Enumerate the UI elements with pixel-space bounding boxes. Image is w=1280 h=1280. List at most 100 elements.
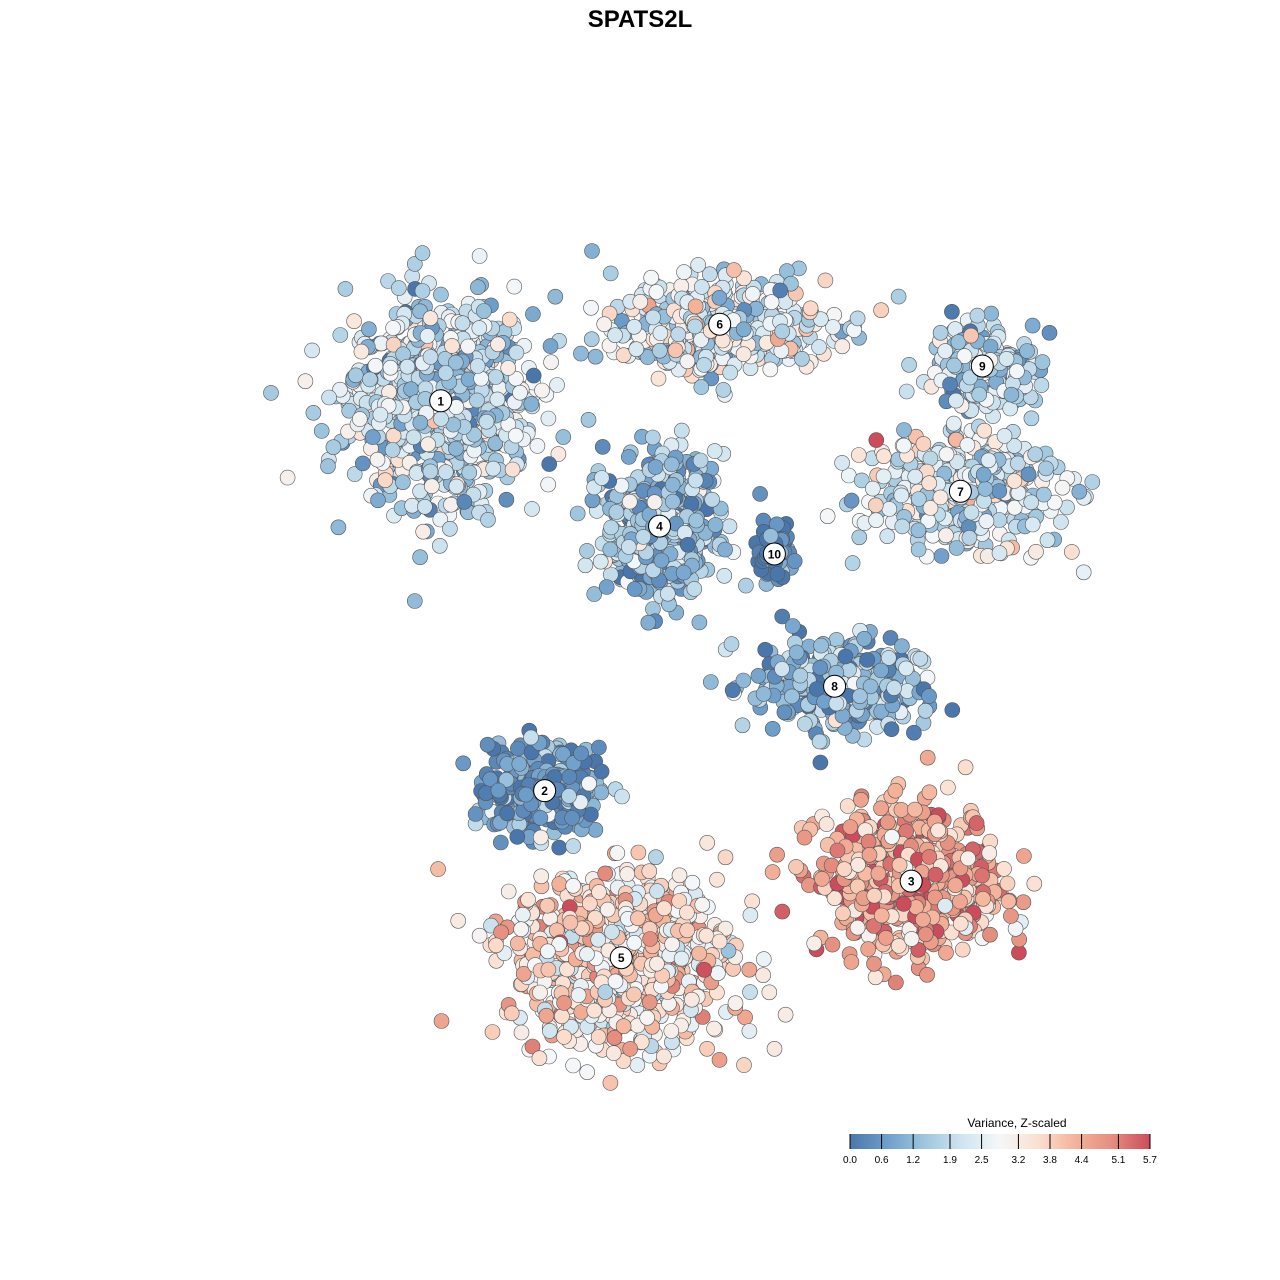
data-point (540, 961, 557, 978)
data-point (541, 456, 558, 472)
data-point (597, 865, 614, 882)
data-point (620, 449, 637, 465)
data-point (859, 652, 876, 668)
data-point (395, 474, 411, 491)
data-point (690, 257, 707, 273)
data-point (622, 1041, 639, 1057)
data-point (715, 382, 732, 398)
points-layer (263, 243, 1101, 1091)
data-point (1064, 544, 1080, 560)
data-point (609, 845, 626, 861)
data-point (741, 1023, 758, 1039)
data-point (525, 306, 541, 322)
data-point (577, 557, 594, 574)
data-point (437, 365, 454, 381)
data-point (706, 443, 723, 459)
data-point (796, 716, 813, 732)
data-point (932, 324, 949, 341)
data-point (325, 439, 342, 456)
data-point (656, 900, 672, 917)
data-point (603, 519, 619, 536)
data-point (890, 288, 907, 305)
data-point (412, 549, 428, 566)
data-point (1027, 446, 1043, 463)
data-point (852, 688, 868, 705)
data-point (896, 422, 912, 438)
data-point (539, 897, 556, 914)
cluster-label-text: 6 (716, 318, 723, 332)
data-point (776, 704, 793, 721)
data-point (738, 577, 754, 594)
data-point (1006, 473, 1023, 489)
data-point (818, 816, 835, 832)
data-point (919, 966, 935, 983)
data-point (347, 367, 364, 384)
data-point (584, 492, 601, 509)
data-point (540, 410, 557, 427)
data-point (602, 265, 619, 282)
data-point (573, 745, 589, 762)
data-point (433, 1013, 450, 1029)
data-point (423, 478, 440, 495)
cluster-label-text: 2 (541, 784, 548, 798)
data-point (766, 1041, 783, 1057)
data-point (562, 914, 579, 931)
data-point (983, 305, 1000, 322)
data-point (824, 936, 841, 953)
data-point (422, 310, 439, 327)
data-point (480, 511, 496, 528)
colorbar-tick-label: 3.2 (1011, 1155, 1025, 1166)
data-point (915, 436, 932, 452)
data-point (744, 286, 761, 302)
data-point (912, 650, 929, 667)
data-point (982, 926, 998, 943)
data-point (592, 553, 609, 570)
data-point (461, 464, 478, 481)
data-point (784, 618, 801, 634)
data-point (663, 1023, 680, 1039)
data-point (492, 834, 509, 851)
data-point (443, 496, 459, 513)
data-point (817, 272, 834, 289)
data-point (786, 553, 803, 569)
data-point (873, 662, 889, 679)
data-point (917, 702, 934, 719)
data-point (667, 342, 684, 359)
data-point (996, 861, 1012, 877)
data-point (851, 529, 868, 546)
data-point (550, 446, 567, 462)
data-point (676, 264, 692, 280)
data-point (849, 310, 866, 327)
data-point (377, 472, 394, 489)
cluster-label-6: 6 (708, 312, 732, 336)
data-point (337, 281, 354, 297)
data-point (447, 354, 464, 371)
data-point (581, 775, 597, 792)
data-point (921, 784, 938, 801)
data-point (626, 581, 643, 597)
data-point (561, 788, 577, 804)
data-point (313, 423, 330, 439)
data-point (774, 661, 790, 677)
data-point (620, 539, 637, 555)
data-point (975, 466, 992, 483)
data-point (895, 437, 912, 454)
colorbar-tick-label: 4.4 (1075, 1155, 1089, 1166)
data-point (304, 342, 320, 359)
data-point (607, 327, 623, 344)
data-point (579, 1064, 596, 1080)
data-point (487, 369, 504, 385)
data-point (1033, 377, 1050, 393)
data-point (895, 896, 912, 912)
data-point (976, 422, 993, 439)
data-point (621, 493, 638, 510)
data-point (721, 518, 738, 535)
data-point (556, 1029, 572, 1045)
data-point (629, 1057, 646, 1073)
data-point (551, 876, 568, 892)
data-point (471, 320, 488, 336)
data-point (819, 508, 836, 525)
data-point (412, 414, 429, 431)
data-point (417, 498, 433, 515)
data-point (361, 321, 377, 338)
